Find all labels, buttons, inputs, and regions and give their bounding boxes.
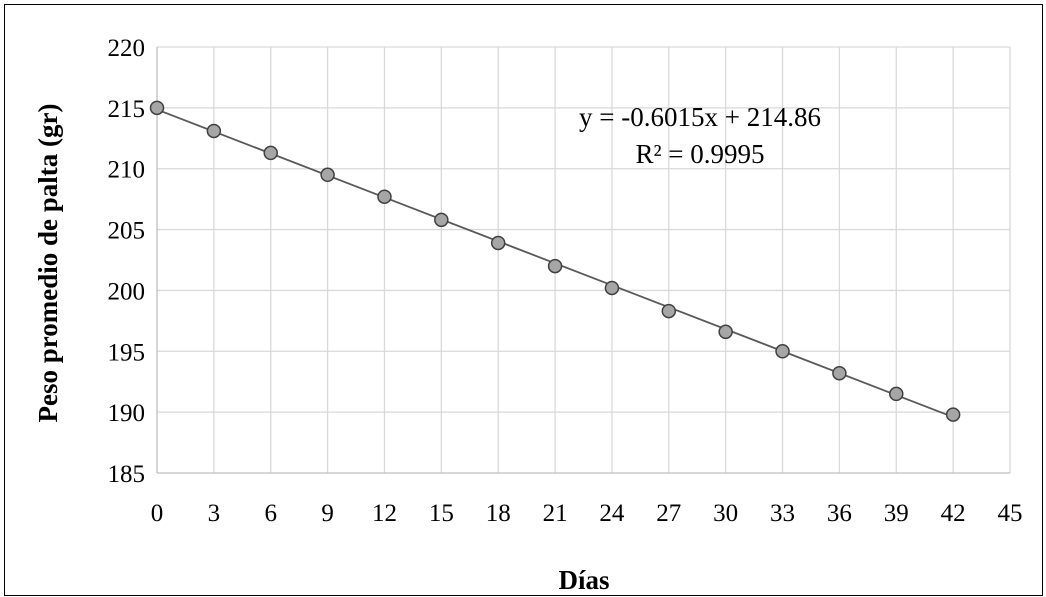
data-point (718, 324, 733, 340)
x-tick-label: 0 (151, 500, 164, 527)
x-tick-label: 36 (827, 500, 852, 527)
x-tick-label: 15 (429, 500, 454, 527)
data-point (604, 280, 620, 296)
grid-lines (157, 46, 1011, 473)
data-point (149, 100, 165, 116)
x-tick-label: 6 (264, 500, 277, 527)
x-tick-label: 39 (884, 500, 909, 527)
x-tick-label: 9 (321, 500, 334, 527)
axes (156, 47, 1010, 474)
data-point (490, 235, 506, 251)
y-tick-label: 215 (108, 96, 146, 123)
y-tick-label: 190 (108, 400, 146, 427)
data-points (149, 100, 961, 422)
x-axis-title: Días (558, 565, 609, 595)
tick-labels: 0 3 6 9 12 15 18 21 24 27 30 33 36 39 42 45185190195200… (108, 35, 1023, 527)
y-tick-label: 210 (108, 157, 146, 184)
data-point (206, 123, 222, 139)
trendline-equation: y = -0.6015x + 214.86 (579, 102, 821, 132)
data-point (945, 407, 961, 422)
r-squared-label: R² = 0.9995 (635, 139, 764, 169)
x-tick-label: 18 (486, 500, 511, 527)
x-tick-label: 3 (208, 500, 221, 527)
y-tick-label: 200 (108, 278, 146, 305)
y-tick-label: 195 (108, 339, 146, 366)
data-point (263, 145, 278, 161)
data-point (889, 386, 904, 402)
x-tick-label: 21 (543, 500, 568, 527)
y-axis-title: Peso promedio de palta (gr) (33, 104, 63, 423)
x-tick-label: 45 (998, 500, 1023, 527)
x-tick-label: 33 (770, 500, 795, 527)
x-tick-label: 30 (713, 500, 738, 527)
y-tick-label: 220 (108, 35, 146, 62)
chart-frame (4, 4, 1043, 596)
y-tick-label: 205 (108, 218, 146, 245)
data-point (547, 258, 563, 274)
data-point (320, 167, 335, 183)
x-tick-label: 42 (941, 500, 966, 527)
y-tick-label: 185 (108, 461, 146, 488)
x-tick-label: 12 (372, 500, 397, 527)
data-point (377, 189, 392, 204)
x-tick-label: 27 (656, 500, 681, 527)
data-point (661, 303, 677, 319)
data-point (434, 212, 449, 228)
data-point (775, 344, 790, 359)
data-point (832, 365, 847, 381)
x-tick-label: 24 (599, 500, 625, 527)
